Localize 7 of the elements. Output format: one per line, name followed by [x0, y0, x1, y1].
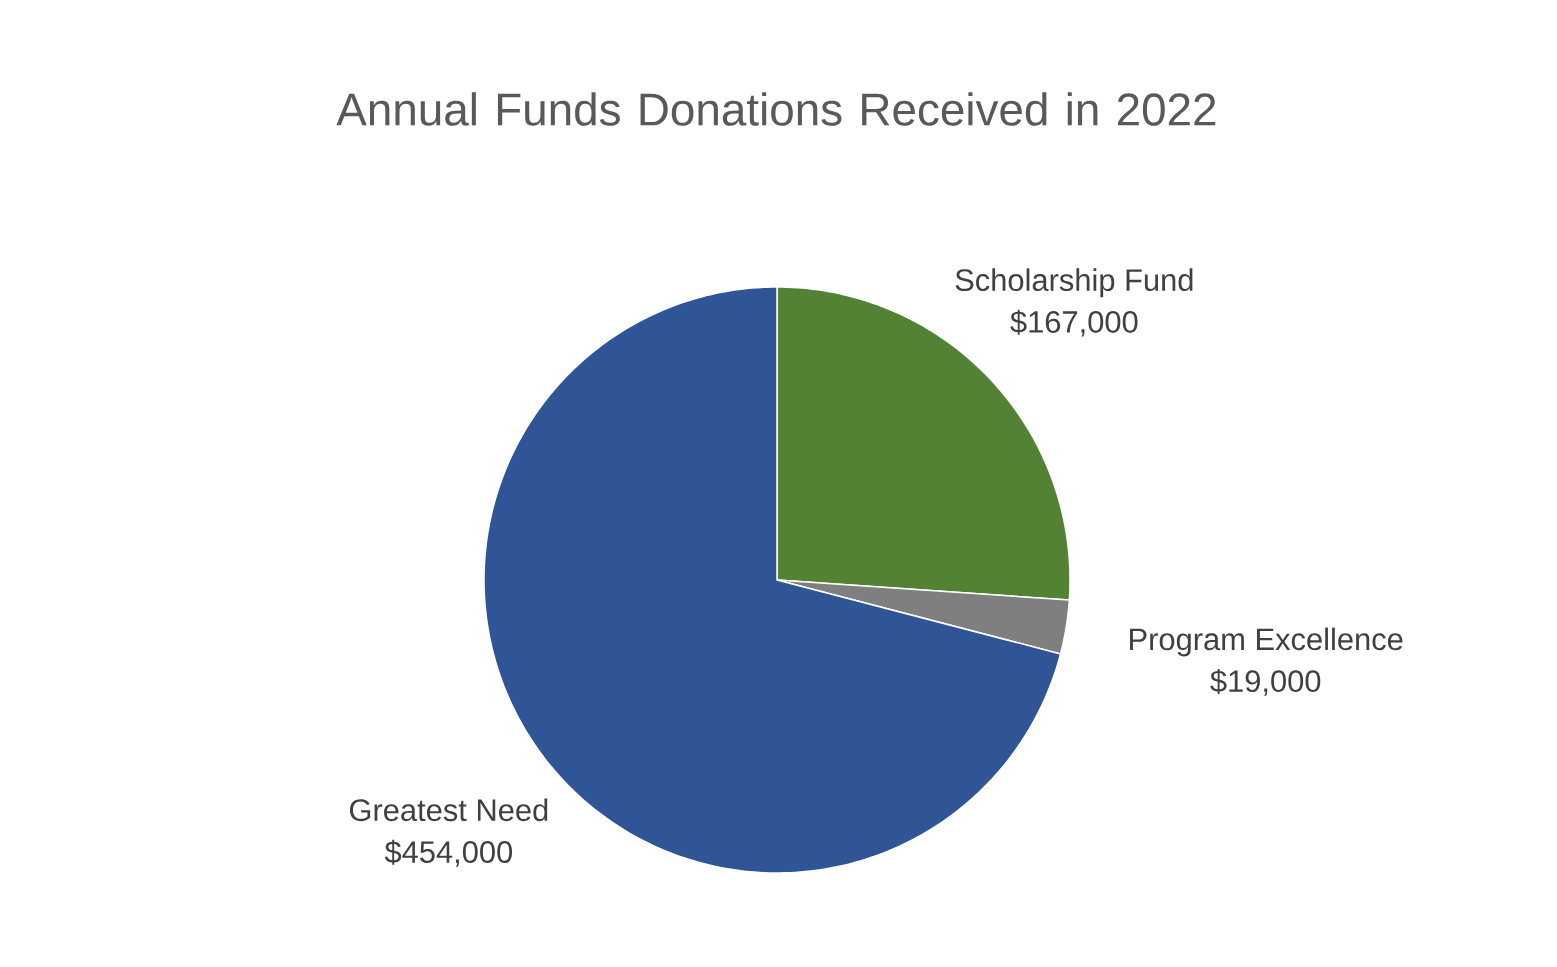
- chart-title: Annual Funds Donations Received in 2022: [336, 92, 1216, 126]
- slice-label: Scholarship Fund: [955, 268, 1193, 298]
- data-label: $19,000: [1210, 668, 1321, 696]
- data-label: $454,000: [384, 839, 513, 867]
- slice-label: Greatest Need: [349, 798, 548, 822]
- data-label: $167,000: [1010, 309, 1138, 337]
- slice-label: Program Excellence: [1130, 627, 1403, 657]
